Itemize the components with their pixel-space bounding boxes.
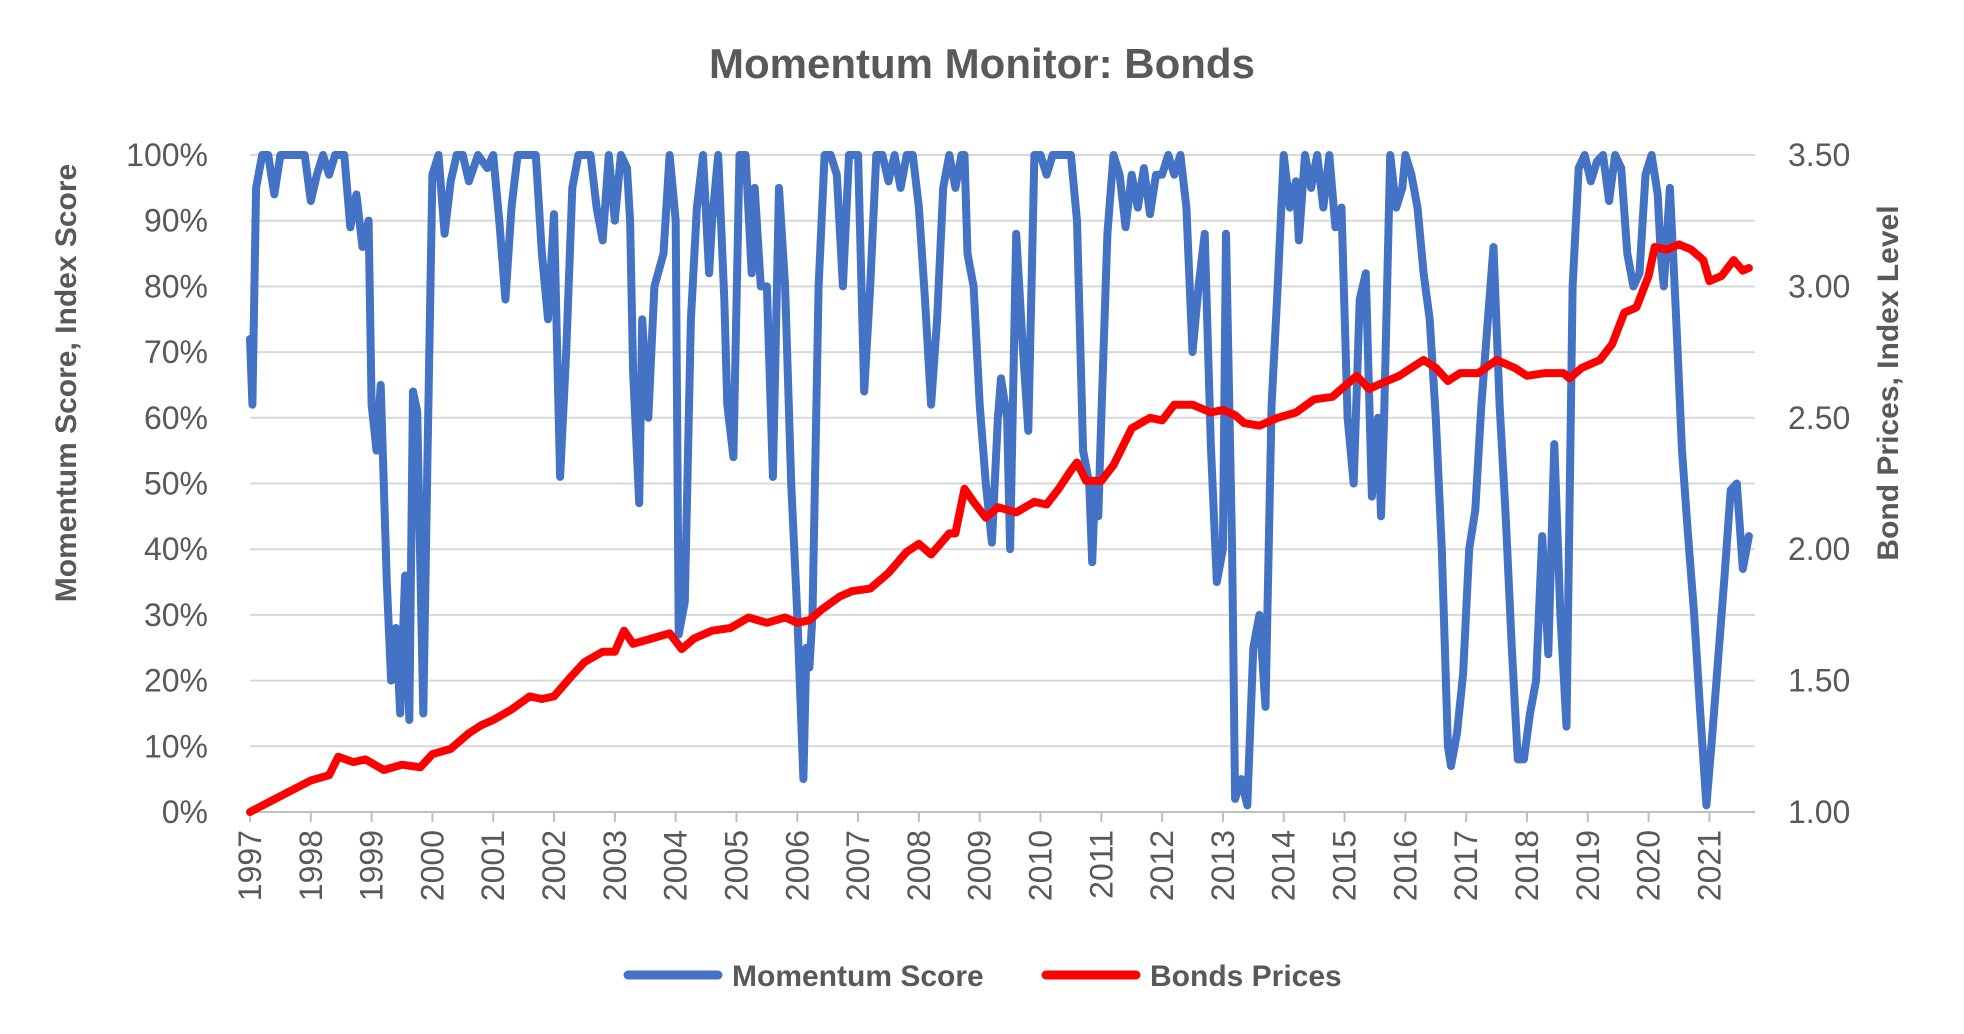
right-axis-title: Bond Prices, Index Level bbox=[1872, 205, 1905, 560]
right-tick-label: 2.50 bbox=[1788, 400, 1850, 436]
x-tick-label: 2013 bbox=[1205, 830, 1241, 901]
left-tick-label: 90% bbox=[144, 203, 208, 239]
chart-title: Momentum Monitor: Bonds bbox=[709, 40, 1255, 87]
left-tick-label: 80% bbox=[144, 268, 208, 304]
left-tick-label: 50% bbox=[144, 466, 208, 502]
right-tick-label: 1.00 bbox=[1788, 794, 1850, 830]
left-tick-label: 20% bbox=[144, 663, 208, 699]
series-layer bbox=[246, 151, 1753, 816]
left-tick-label: 30% bbox=[144, 597, 208, 633]
right-tick-label: 3.00 bbox=[1788, 268, 1850, 304]
left-tick-label: 0% bbox=[162, 794, 208, 830]
x-tick-label: 2019 bbox=[1570, 830, 1606, 901]
legend: Momentum Score Bonds Prices bbox=[623, 960, 1342, 993]
series-line-momentum-score bbox=[246, 151, 1753, 810]
x-tick-label: 2020 bbox=[1631, 830, 1667, 901]
right-tick-label: 2.00 bbox=[1788, 531, 1850, 567]
x-tick-label: 2004 bbox=[658, 830, 694, 901]
x-tick-label: 2007 bbox=[840, 830, 876, 901]
x-tick-label: 2003 bbox=[597, 830, 633, 901]
x-tick-label: 2017 bbox=[1448, 830, 1484, 901]
left-tick-label: 100% bbox=[126, 137, 208, 173]
x-tick-label: 2000 bbox=[414, 830, 450, 901]
x-tick-label: 2012 bbox=[1144, 830, 1180, 901]
x-tick-label: 2016 bbox=[1387, 830, 1423, 901]
x-tick-label: 1997 bbox=[232, 830, 268, 901]
left-axis-title: Momentum Score, Index Score bbox=[50, 164, 83, 602]
x-tick-label: 2014 bbox=[1266, 830, 1302, 901]
left-tick-label: 70% bbox=[144, 334, 208, 370]
left-tick-label: 40% bbox=[144, 531, 208, 567]
x-tick-label: 2006 bbox=[779, 830, 815, 901]
left-axis-ticks: 0% 10% 20% 30% 40% 50% 60% 70% 80% 90% 100% bbox=[126, 137, 208, 830]
x-tick-label: 2021 bbox=[1691, 830, 1727, 901]
x-tick-label: 2005 bbox=[718, 830, 754, 901]
right-tick-label: 3.50 bbox=[1788, 137, 1850, 173]
legend-label-bonds-prices: Bonds Prices bbox=[1150, 960, 1342, 993]
right-axis-ticks: 1.00 1.50 2.00 2.50 3.00 3.50 bbox=[1788, 137, 1850, 830]
gridlines bbox=[250, 154, 1755, 748]
legend-label-momentum-score: Momentum Score bbox=[732, 960, 984, 993]
x-tick-label: 1999 bbox=[354, 830, 390, 901]
x-tick-label: 2010 bbox=[1023, 830, 1059, 901]
x-tick-label: 2015 bbox=[1327, 830, 1363, 901]
x-tick-label: 2008 bbox=[901, 830, 937, 901]
left-tick-label: 10% bbox=[144, 728, 208, 764]
x-tick-label: 2009 bbox=[962, 830, 998, 901]
left-tick-label: 60% bbox=[144, 400, 208, 436]
x-tick-label: 2011 bbox=[1083, 830, 1119, 899]
x-axis-ticks: 1997 1998 1999 2000 2001 2002 2003 2004 2005 2006… bbox=[232, 812, 1727, 901]
x-tick-label: 2018 bbox=[1509, 830, 1545, 901]
x-tick-label: 2001 bbox=[475, 830, 511, 901]
x-tick-label: 1998 bbox=[293, 830, 329, 901]
series-line-bonds-prices bbox=[246, 240, 1753, 816]
right-tick-label: 1.50 bbox=[1788, 663, 1850, 699]
x-tick-label: 2002 bbox=[536, 830, 572, 901]
